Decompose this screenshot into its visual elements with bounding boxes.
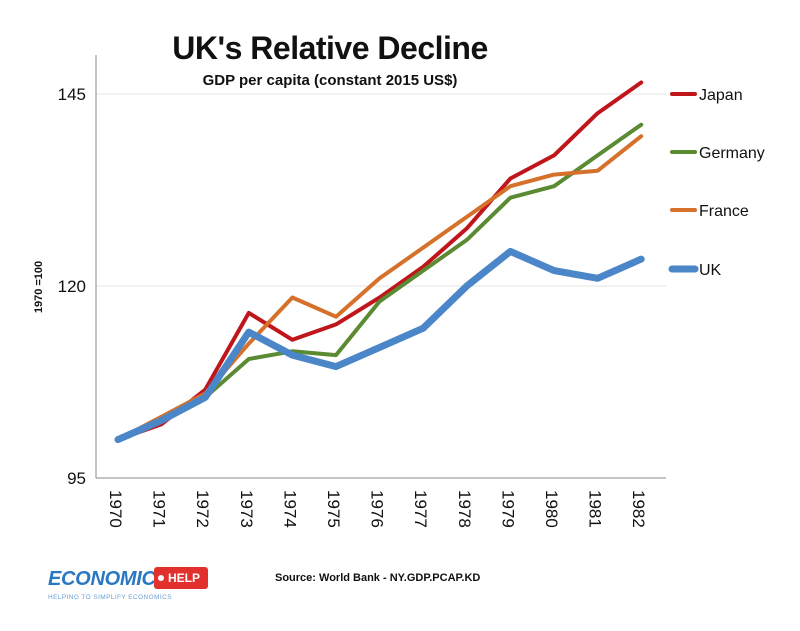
- legend-label-germany: Germany: [699, 145, 765, 162]
- y-axis-label: 1970 =100: [33, 261, 45, 313]
- x-tick-label: 1970: [106, 490, 125, 528]
- x-tick-label: 1978: [455, 490, 474, 528]
- x-tick-label: 1979: [498, 490, 517, 528]
- x-tick-label: 1975: [324, 490, 343, 528]
- x-tick-label: 1971: [150, 490, 169, 528]
- logo-brand: ECONOMICS: [48, 568, 169, 590]
- x-tick-label: 1972: [193, 490, 212, 528]
- series-line-uk: [114, 247, 645, 444]
- series-line-japan: [116, 80, 644, 442]
- y-tick-label: 145: [58, 85, 86, 104]
- legend-label-japan: Japan: [699, 87, 743, 104]
- x-tick-label: 1976: [368, 490, 387, 528]
- legend: Japan Germany France UK: [668, 87, 765, 279]
- x-tick-label: 1981: [586, 490, 605, 528]
- x-tick-label: 1973: [237, 490, 256, 528]
- x-tick-label: 1977: [411, 490, 430, 528]
- y-tick-label: 95: [67, 469, 86, 488]
- logo-badge: HELP: [154, 567, 209, 589]
- y-tick-label: 120: [58, 277, 86, 296]
- legend-label-france: France: [699, 203, 749, 220]
- x-tick-label: 1982: [629, 490, 648, 528]
- x-tick-label: 1980: [542, 490, 561, 528]
- series-lines: [114, 80, 645, 444]
- axes: [95, 55, 666, 479]
- logo-tagline: HELPING TO SIMPLIFY ECONOMICS: [48, 594, 172, 601]
- y-tick-labels: 95 120 145: [58, 85, 86, 488]
- chart-title: UK's Relative Decline: [172, 30, 488, 66]
- source-note: Source: World Bank - NY.GDP.PCAP.KD: [275, 572, 481, 584]
- gridlines: [96, 93, 666, 287]
- chart-subtitle: GDP per capita (constant 2015 US$): [202, 72, 458, 89]
- x-tick-label: 1974: [280, 490, 299, 528]
- legend-label-uk: UK: [699, 262, 722, 279]
- x-tick-labels: 1970 1971 1972 1973 1974 1975 1976 1977 1978 1979…: [106, 490, 648, 528]
- economics-help-logo[interactable]: ECONOMICS HELP HELPING TO SIMPLIFY ECONO…: [48, 566, 209, 606]
